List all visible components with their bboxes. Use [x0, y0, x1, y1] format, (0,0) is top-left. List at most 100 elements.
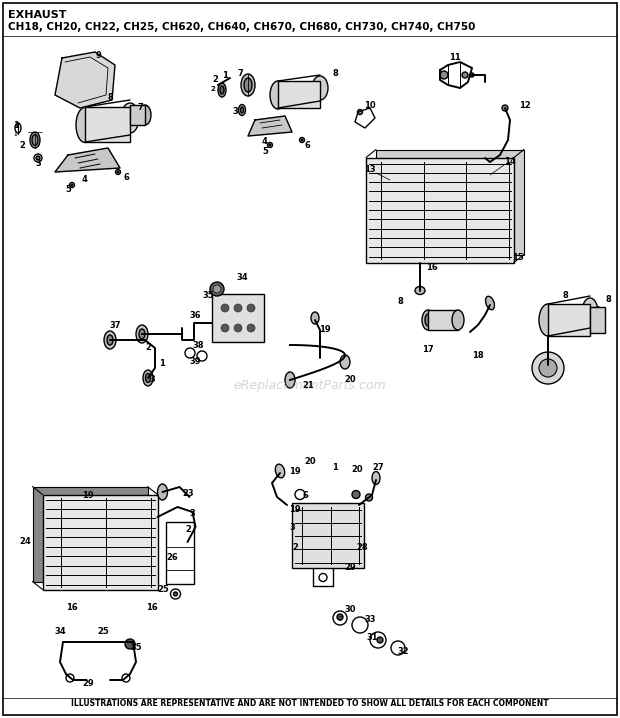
Text: 30: 30 [344, 605, 356, 615]
Ellipse shape [452, 310, 464, 330]
Text: 26: 26 [166, 554, 178, 562]
Text: 34: 34 [236, 274, 248, 282]
Ellipse shape [157, 484, 167, 500]
Bar [278, 81, 320, 108]
Polygon shape [248, 116, 292, 136]
Ellipse shape [372, 472, 380, 485]
Bar [548, 304, 590, 336]
Text: eReplacementParts.com: eReplacementParts.com [234, 378, 386, 391]
Ellipse shape [32, 134, 38, 146]
Ellipse shape [76, 108, 94, 142]
Circle shape [337, 614, 343, 620]
Text: 1: 1 [222, 70, 228, 80]
Text: 7: 7 [137, 103, 143, 113]
Circle shape [210, 282, 224, 296]
Text: 29: 29 [82, 679, 94, 689]
Text: 20: 20 [351, 465, 363, 475]
Text: 8: 8 [332, 68, 338, 78]
Text: ○: ○ [338, 615, 342, 620]
Ellipse shape [366, 494, 373, 501]
Bar [85, 107, 130, 142]
Circle shape [352, 490, 360, 498]
Text: 20: 20 [304, 457, 316, 467]
Text: 19: 19 [289, 467, 301, 477]
Ellipse shape [539, 304, 557, 336]
Ellipse shape [470, 73, 474, 77]
Bar [366, 157, 514, 263]
Circle shape [125, 639, 135, 649]
Circle shape [174, 592, 177, 596]
Text: 3: 3 [189, 508, 195, 518]
Text: 7: 7 [237, 68, 243, 78]
Text: 32: 32 [397, 646, 409, 656]
Ellipse shape [301, 139, 303, 141]
Text: 3: 3 [35, 159, 41, 169]
Ellipse shape [104, 331, 116, 349]
Bar [590, 307, 605, 333]
Ellipse shape [71, 184, 73, 186]
Circle shape [234, 304, 242, 312]
Ellipse shape [218, 83, 226, 97]
Text: 20: 20 [344, 376, 356, 385]
Text: 31: 31 [366, 633, 378, 643]
Text: 4: 4 [82, 175, 88, 185]
Bar [43, 495, 157, 589]
Ellipse shape [107, 335, 113, 345]
Ellipse shape [591, 307, 605, 333]
Ellipse shape [340, 355, 350, 369]
Ellipse shape [415, 286, 425, 294]
Bar [428, 310, 458, 330]
Text: 16: 16 [66, 604, 78, 612]
Text: 34: 34 [54, 628, 66, 636]
Text: 3: 3 [149, 376, 155, 385]
Text: 8: 8 [107, 93, 113, 103]
Text: 24: 24 [19, 538, 31, 546]
Text: ↓: ↓ [13, 131, 19, 137]
Ellipse shape [117, 171, 119, 173]
Polygon shape [55, 52, 115, 108]
Text: 2: 2 [292, 544, 298, 552]
Ellipse shape [482, 157, 488, 164]
Ellipse shape [485, 297, 495, 309]
Text: 14: 14 [504, 157, 516, 167]
Text: 6: 6 [123, 174, 129, 182]
Ellipse shape [582, 298, 598, 326]
Text: 2: 2 [185, 526, 191, 534]
Text: 2: 2 [19, 141, 25, 149]
Text: 13: 13 [364, 166, 376, 174]
Circle shape [213, 285, 221, 293]
Text: 18: 18 [472, 350, 484, 360]
Text: 5: 5 [262, 147, 268, 157]
Text: 21: 21 [302, 381, 314, 389]
Ellipse shape [220, 86, 224, 94]
Text: 2: 2 [211, 86, 215, 92]
Circle shape [462, 72, 468, 78]
Text: 3: 3 [289, 523, 295, 531]
Text: 19: 19 [319, 325, 331, 335]
Text: 11: 11 [449, 52, 461, 62]
Ellipse shape [136, 325, 148, 343]
Text: 23: 23 [182, 488, 194, 498]
Text: 25: 25 [157, 585, 169, 595]
Bar [292, 503, 364, 567]
Circle shape [440, 71, 448, 79]
Ellipse shape [241, 74, 255, 96]
Text: 17: 17 [422, 345, 434, 355]
Ellipse shape [422, 310, 434, 330]
Ellipse shape [425, 314, 431, 326]
Circle shape [247, 324, 255, 332]
Bar [130, 105, 145, 125]
Bar [376, 149, 524, 254]
Bar [32, 487, 148, 582]
Ellipse shape [241, 107, 244, 113]
Ellipse shape [143, 370, 153, 386]
Text: 15: 15 [512, 253, 524, 263]
Text: 28: 28 [356, 544, 368, 552]
Ellipse shape [285, 372, 295, 388]
Text: 2: 2 [145, 343, 151, 353]
Circle shape [532, 352, 564, 384]
Text: 39: 39 [189, 358, 201, 366]
Text: 37: 37 [109, 320, 121, 330]
Text: CH18, CH20, CH22, CH25, CH620, CH640, CH670, CH680, CH730, CH740, CH750: CH18, CH20, CH22, CH25, CH620, CH640, CH… [8, 22, 476, 32]
Ellipse shape [244, 78, 252, 92]
